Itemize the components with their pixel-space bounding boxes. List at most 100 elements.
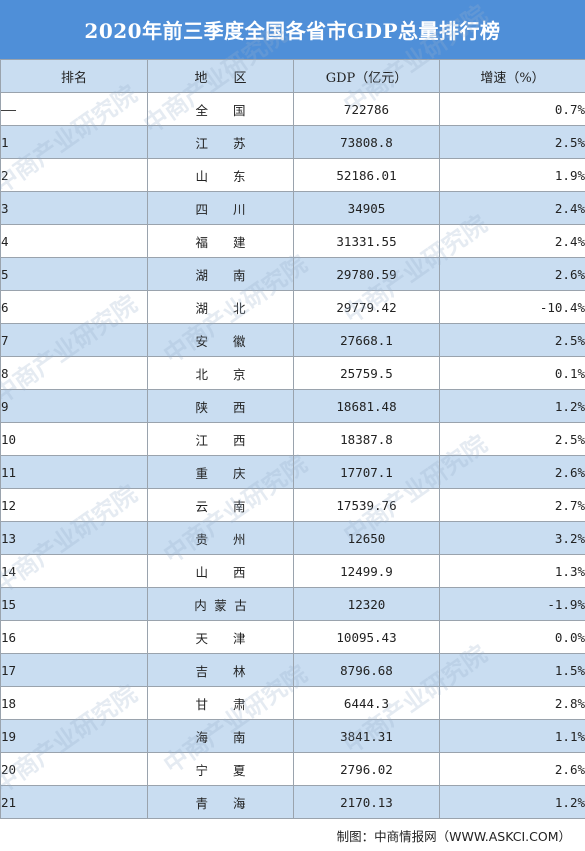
growth-cell: 2.6% <box>439 752 585 786</box>
region-cell: 天 津 <box>147 620 294 654</box>
growth-cell: 2.5% <box>439 422 585 456</box>
table-row: —— 全 国 722786 0.7% <box>0 92 585 126</box>
growth-cell: 2.5% <box>439 323 585 357</box>
table-header: 排名 地 区 GDP（亿元） 增速（%） <box>0 59 585 93</box>
rank-cell: 20 <box>0 752 148 786</box>
gdp-cell: 17707.1 <box>293 455 440 489</box>
gdp-cell: 2796.02 <box>293 752 440 786</box>
gdp-cell: 2170.13 <box>293 785 440 819</box>
rank-cell: 12 <box>0 488 148 522</box>
growth-cell: 1.2% <box>439 389 585 423</box>
table-row: 14 山 西 12499.9 1.3% <box>0 554 585 588</box>
growth-cell: 1.2% <box>439 785 585 819</box>
region-cell: 陕 西 <box>147 389 294 423</box>
region-cell: 湖 北 <box>147 290 294 324</box>
gdp-cell: 52186.01 <box>293 158 440 192</box>
rank-cell: 7 <box>0 323 148 357</box>
rank-cell: 5 <box>0 257 148 291</box>
gdp-cell: 25759.5 <box>293 356 440 390</box>
region-cell: 云 南 <box>147 488 294 522</box>
region-cell: 安 徽 <box>147 323 294 357</box>
region-cell: 甘 肃 <box>147 686 294 720</box>
table-row: 13 贵 州 12650 3.2% <box>0 521 585 555</box>
growth-cell: 2.7% <box>439 488 585 522</box>
region-cell: 全 国 <box>147 92 294 126</box>
region-cell: 湖 南 <box>147 257 294 291</box>
growth-cell: -1.9% <box>439 587 585 621</box>
growth-cell: 2.6% <box>439 257 585 291</box>
table-row: 12 云 南 17539.76 2.7% <box>0 488 585 522</box>
column-header-rank: 排名 <box>0 59 148 93</box>
region-cell: 吉 林 <box>147 653 294 687</box>
region-cell: 重 庆 <box>147 455 294 489</box>
gdp-cell: 722786 <box>293 92 440 126</box>
gdp-table: 排名 地 区 GDP（亿元） 增速（%） —— 全 国 722786 0.7% 1 江 苏… <box>0 59 585 819</box>
table-row: 19 海 南 3841.31 1.1% <box>0 719 585 753</box>
growth-cell: 2.5% <box>439 125 585 159</box>
region-cell: 江 苏 <box>147 125 294 159</box>
rank-cell: 9 <box>0 389 148 423</box>
rank-cell: —— <box>0 92 148 126</box>
gdp-cell: 6444.3 <box>293 686 440 720</box>
table-row: 17 吉 林 8796.68 1.5% <box>0 653 585 687</box>
growth-cell: 3.2% <box>439 521 585 555</box>
gdp-cell: 3841.31 <box>293 719 440 753</box>
rank-cell: 3 <box>0 191 148 225</box>
rank-cell: 13 <box>0 521 148 555</box>
region-cell: 江 西 <box>147 422 294 456</box>
column-header-gdp: GDP（亿元） <box>293 59 440 93</box>
rank-cell: 14 <box>0 554 148 588</box>
rank-cell: 16 <box>0 620 148 654</box>
growth-cell: 1.3% <box>439 554 585 588</box>
growth-cell: 0.0% <box>439 620 585 654</box>
gdp-cell: 12650 <box>293 521 440 555</box>
gdp-cell: 18681.48 <box>293 389 440 423</box>
gdp-cell: 29780.59 <box>293 257 440 291</box>
region-cell: 宁 夏 <box>147 752 294 786</box>
region-cell: 内 蒙 古 <box>147 587 294 621</box>
table-row: 11 重 庆 17707.1 2.6% <box>0 455 585 489</box>
table-row: 18 甘 肃 6444.3 2.8% <box>0 686 585 720</box>
gdp-cell: 31331.55 <box>293 224 440 258</box>
gdp-cell: 73808.8 <box>293 125 440 159</box>
region-cell: 海 南 <box>147 719 294 753</box>
growth-cell: 2.6% <box>439 455 585 489</box>
rank-cell: 19 <box>0 719 148 753</box>
rank-cell: 18 <box>0 686 148 720</box>
gdp-cell: 18387.8 <box>293 422 440 456</box>
growth-cell: 1.5% <box>439 653 585 687</box>
rank-cell: 4 <box>0 224 148 258</box>
region-cell: 四 川 <box>147 191 294 225</box>
gdp-cell: 12499.9 <box>293 554 440 588</box>
rank-cell: 8 <box>0 356 148 390</box>
rank-cell: 10 <box>0 422 148 456</box>
growth-cell: 2.4% <box>439 224 585 258</box>
region-cell: 山 西 <box>147 554 294 588</box>
gdp-cell: 17539.76 <box>293 488 440 522</box>
column-header-region: 地 区 <box>147 59 294 93</box>
region-cell: 青 海 <box>147 785 294 819</box>
region-cell: 山 东 <box>147 158 294 192</box>
table-row: 10 江 西 18387.8 2.5% <box>0 422 585 456</box>
gdp-cell: 10095.43 <box>293 620 440 654</box>
gdp-cell: 29779.42 <box>293 290 440 324</box>
table-row: 21 青 海 2170.13 1.2% <box>0 785 585 819</box>
column-header-growth: 增速（%） <box>439 59 585 93</box>
rank-cell: 1 <box>0 125 148 159</box>
rank-cell: 11 <box>0 455 148 489</box>
region-cell: 北 京 <box>147 356 294 390</box>
rank-cell: 6 <box>0 290 148 324</box>
rank-cell: 15 <box>0 587 148 621</box>
table-row: 16 天 津 10095.43 0.0% <box>0 620 585 654</box>
growth-cell: 1.9% <box>439 158 585 192</box>
rank-cell: 17 <box>0 653 148 687</box>
growth-cell: 1.1% <box>439 719 585 753</box>
growth-cell: 0.7% <box>439 92 585 126</box>
header-row: 排名 地 区 GDP（亿元） 增速（%） <box>0 59 585 93</box>
